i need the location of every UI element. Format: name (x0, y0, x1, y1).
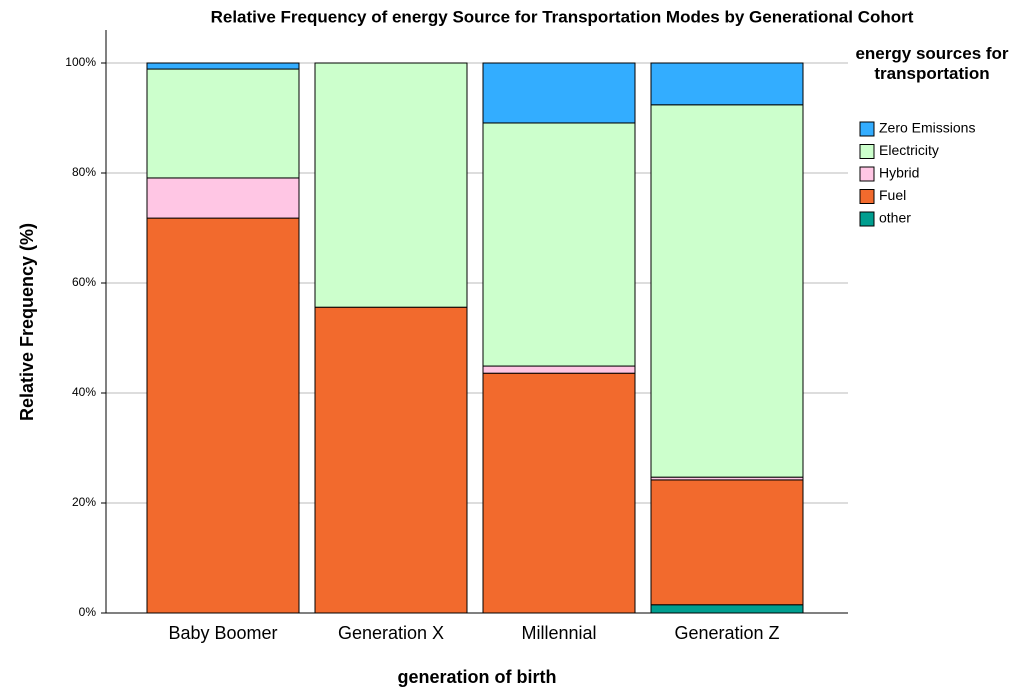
bar-segment (314, 62, 468, 308)
bar-segment (146, 62, 300, 70)
bar-segment (482, 62, 636, 124)
legend-label: Fuel (879, 187, 906, 203)
legend-label: Hybrid (879, 165, 919, 181)
bar-segment (650, 62, 804, 106)
x-tick-label: Generation Z (674, 623, 779, 643)
bar-segment (482, 122, 636, 367)
chart-title: Relative Frequency of energy Source for … (211, 7, 914, 26)
bar-segment (482, 365, 636, 374)
legend-swatch (859, 211, 875, 227)
bar-segment (650, 104, 804, 478)
y-axis-label: Relative Frequency (%) (17, 223, 37, 421)
y-tick-label: 60% (72, 275, 96, 289)
legend-swatch (859, 189, 875, 204)
y-tick-label: 20% (72, 495, 96, 509)
bar-segment (146, 68, 300, 179)
bar-segment (482, 372, 636, 614)
y-tick-label: 80% (72, 165, 96, 179)
bar-segment (146, 177, 300, 219)
legend-swatch (859, 144, 875, 159)
legend-label: other (879, 210, 911, 226)
x-tick-label: Millennial (521, 623, 596, 643)
y-tick-label: 0% (79, 605, 97, 619)
legend-label: Zero Emissions (879, 120, 975, 136)
bar-segment (650, 604, 804, 614)
x-tick-label: Generation X (338, 623, 444, 643)
y-tick-label: 40% (72, 385, 96, 399)
legend-label: Electricity (879, 142, 939, 158)
bar-segment (650, 479, 804, 606)
x-tick-label: Baby Boomer (168, 623, 277, 643)
y-tick-label: 100% (65, 55, 96, 69)
legend-title: energy sources for transportation (855, 44, 1009, 83)
bar-segment (146, 217, 300, 614)
x-axis-label: generation of birth (398, 667, 557, 687)
legend-swatch (859, 166, 875, 182)
bar-segment (314, 306, 468, 614)
legend-swatch (859, 121, 875, 137)
